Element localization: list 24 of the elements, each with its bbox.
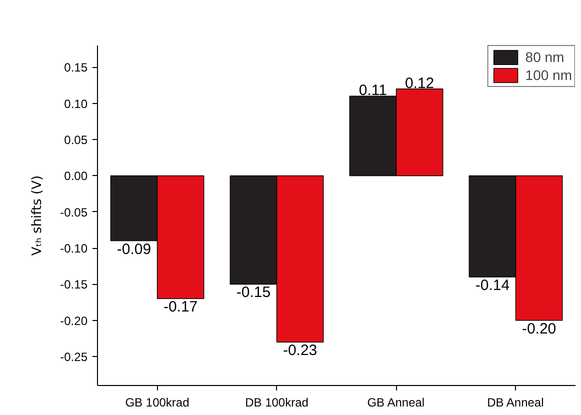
data-label: -0.17 — [163, 298, 198, 316]
y-axis-title: Vₜₕ shifts (V) — [30, 175, 46, 256]
x-tick-label: GB 100krad — [125, 396, 190, 410]
legend-label: 80 nm — [525, 48, 564, 66]
data-label: -0.09 — [116, 240, 152, 258]
y-tick-label: 0.10 — [64, 96, 88, 111]
data-label: -0.15 — [236, 284, 271, 302]
legend-label: 100 nm — [525, 66, 572, 84]
y-tick-label: -0.15 — [60, 278, 88, 292]
y-tick-label: 0.00 — [64, 169, 88, 184]
data-label: 0.11 — [358, 82, 387, 100]
y-tick-label: 0.15 — [64, 60, 88, 75]
x-tick-label: DB Anneal — [487, 396, 544, 410]
x-tick-label: GB Anneal — [367, 396, 425, 410]
y-tick-label: -0.10 — [60, 242, 88, 256]
data-label: -0.23 — [282, 342, 318, 360]
data-label: -0.14 — [475, 276, 510, 294]
x-tick-label: DB 100krad — [245, 396, 308, 410]
y-tick-label: -0.25 — [60, 350, 88, 364]
data-label: -0.20 — [522, 320, 556, 338]
y-tick-label: -0.20 — [60, 314, 88, 328]
data-label: 0.12 — [404, 74, 434, 92]
y-tick-label: -0.05 — [60, 205, 88, 220]
y-tick-label: 0.05 — [64, 133, 88, 148]
